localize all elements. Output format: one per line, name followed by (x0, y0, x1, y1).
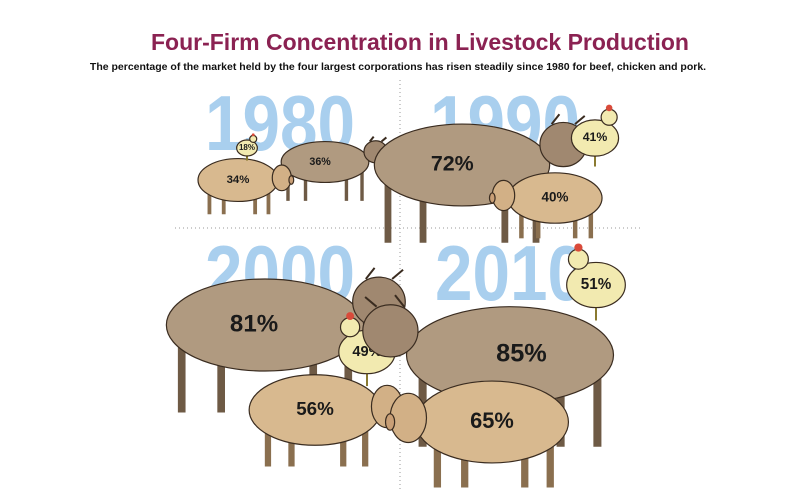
value-label: 36% (309, 156, 331, 168)
value-label: 65% (470, 408, 514, 433)
body (236, 139, 258, 157)
value-label: 72% (431, 152, 474, 176)
chicken: 41% (570, 104, 620, 167)
cow: 81% (165, 267, 406, 413)
head (491, 179, 516, 212)
horns (550, 113, 586, 125)
head (567, 248, 589, 270)
comb (251, 133, 255, 137)
value-label: 51% (581, 276, 612, 293)
body (280, 140, 370, 184)
snout (384, 413, 396, 431)
chicken: 18% (236, 133, 258, 161)
pig: 34% (197, 157, 295, 215)
head (249, 134, 258, 144)
head (339, 317, 361, 338)
head (271, 164, 292, 192)
chicken: 51% (566, 243, 626, 321)
cow: 85% (362, 294, 615, 447)
pig: 65% (384, 380, 570, 488)
body (570, 119, 620, 157)
comb (346, 312, 355, 320)
comb (605, 104, 613, 112)
snout (488, 192, 496, 204)
head (362, 304, 419, 358)
value-label: 85% (496, 340, 547, 368)
head (600, 108, 618, 126)
value-label: 18% (239, 143, 255, 152)
pig: 56% (248, 374, 408, 467)
title: Four-Firm Concentration in Livestock Pro… (151, 29, 689, 55)
horns (369, 136, 388, 143)
value-label: 40% (542, 190, 569, 205)
head (389, 392, 428, 444)
snout (288, 175, 295, 185)
pig: 40% (488, 172, 603, 239)
comb (574, 243, 583, 252)
value-label: 56% (296, 398, 334, 419)
value-label: 34% (227, 174, 250, 186)
subtitle: The percentage of the market held by the… (90, 61, 706, 73)
value-label: 81% (230, 310, 278, 337)
year: 2010 (435, 229, 585, 317)
horns (365, 267, 404, 280)
cow: 36% (280, 136, 388, 201)
body (566, 261, 626, 309)
horns (364, 294, 405, 308)
value-label: 41% (583, 130, 608, 144)
